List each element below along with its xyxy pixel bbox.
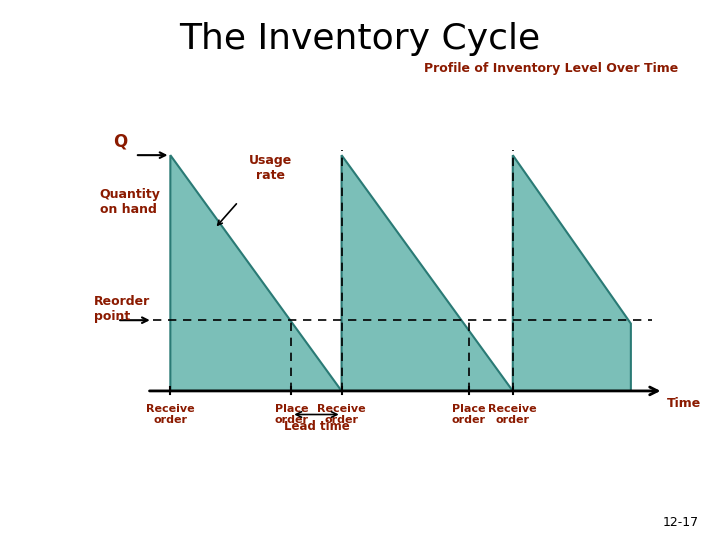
Text: Place
order: Place order bbox=[451, 404, 485, 426]
Text: Usage
rate: Usage rate bbox=[249, 154, 292, 183]
Text: Receive
order: Receive order bbox=[488, 404, 537, 426]
Polygon shape bbox=[513, 155, 631, 391]
Text: The Inventory Cycle: The Inventory Cycle bbox=[179, 22, 541, 56]
Text: Receive
order: Receive order bbox=[146, 404, 194, 426]
Text: 12-17: 12-17 bbox=[662, 516, 698, 529]
Text: Reorder
point: Reorder point bbox=[94, 295, 150, 323]
Polygon shape bbox=[171, 155, 341, 391]
Polygon shape bbox=[341, 155, 513, 391]
Text: Lead time: Lead time bbox=[284, 421, 349, 434]
Text: Receive
order: Receive order bbox=[318, 404, 366, 426]
Text: Q: Q bbox=[113, 132, 127, 151]
Text: Time: Time bbox=[667, 397, 701, 410]
Text: Profile of Inventory Level Over Time: Profile of Inventory Level Over Time bbox=[424, 62, 678, 75]
Text: Place
order: Place order bbox=[274, 404, 308, 426]
Text: Quantity
on hand: Quantity on hand bbox=[99, 188, 161, 216]
